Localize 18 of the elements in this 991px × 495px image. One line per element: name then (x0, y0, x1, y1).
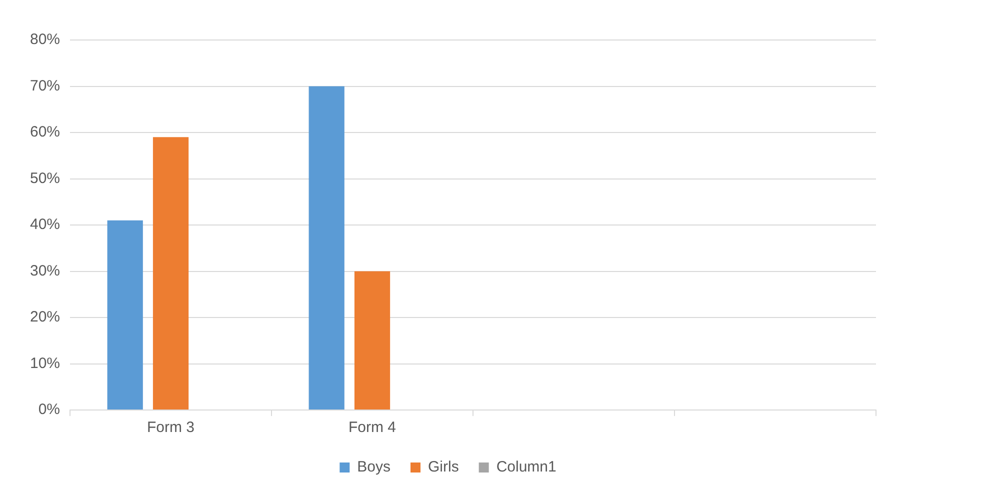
y-tick-label: 70% (30, 77, 60, 94)
x-tick-label: Form 3 (147, 419, 195, 436)
bar (308, 86, 344, 410)
legend-label: Girls (428, 458, 459, 476)
y-tick-label: 10% (30, 354, 60, 372)
y-tick-label: 50% (30, 170, 60, 187)
bar (107, 220, 143, 410)
y-tick-label: 80% (30, 31, 60, 48)
legend-label: Boys (357, 458, 391, 476)
y-tick-label: 60% (30, 124, 60, 141)
bar (354, 271, 390, 410)
x-tick-label: Form 4 (348, 419, 396, 436)
y-tick-label: 30% (30, 262, 60, 280)
legend-label: Column1 (496, 458, 556, 476)
bar (152, 137, 189, 410)
y-tick-label: 20% (30, 308, 60, 326)
y-tick-label: 40% (30, 216, 60, 234)
y-tick-label: 0% (38, 401, 60, 418)
